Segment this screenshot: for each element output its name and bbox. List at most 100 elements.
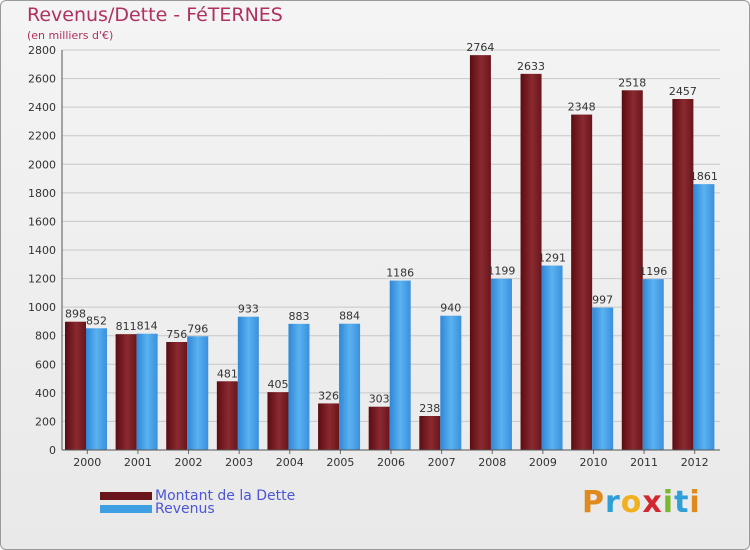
bar-revenue: [693, 184, 715, 450]
y-tick-label: 1400: [28, 244, 56, 257]
bar-debt: [621, 90, 643, 451]
data-label-revenue: 814: [137, 320, 158, 333]
bar-debt: [520, 73, 542, 450]
data-label-revenue: 1861: [690, 170, 718, 183]
y-tick-label: 600: [35, 358, 56, 371]
y-tick-label: 1000: [28, 301, 56, 314]
legend-label-revenue: Revenus: [155, 501, 215, 517]
data-label-debt: 2457: [669, 85, 697, 98]
legend-item-revenue: Revenus: [100, 501, 215, 517]
bar-revenue: [389, 280, 411, 450]
x-tick-label: 2003: [225, 456, 253, 469]
proxiti-logo: Proxiti: [582, 485, 701, 520]
bar-revenue: [237, 316, 259, 450]
bar-debt: [115, 334, 137, 450]
y-tick-label: 0: [49, 444, 56, 457]
data-label-debt: 756: [166, 328, 187, 341]
bar-revenue: [136, 333, 158, 450]
y-tick-label: 1200: [28, 273, 56, 286]
logo-letter: r: [605, 485, 621, 520]
x-tick-label: 2006: [377, 456, 405, 469]
bar-revenue: [592, 307, 614, 450]
bar-revenue: [339, 323, 361, 450]
legend-item-debt: Montant de la Dette: [100, 488, 295, 504]
data-label-debt: 898: [65, 308, 86, 321]
bar-revenue: [187, 336, 209, 450]
bar-layer: [65, 55, 715, 451]
data-label-debt: 405: [267, 378, 288, 391]
x-tick-label: 2011: [630, 456, 658, 469]
logo-letter: t: [674, 485, 690, 520]
y-tick-label: 2400: [28, 101, 56, 114]
data-label-debt: 326: [318, 389, 339, 402]
logo-letter: x: [642, 485, 663, 520]
data-label-debt: 2518: [618, 76, 646, 89]
data-label-revenue: 1199: [487, 265, 515, 278]
data-label-revenue: 1291: [538, 252, 566, 265]
bar-revenue: [490, 278, 512, 450]
x-tick-label: 2004: [276, 456, 304, 469]
bar-debt: [267, 392, 289, 450]
bar-debt: [672, 99, 694, 450]
x-tick-label: 2009: [529, 456, 557, 469]
data-label-debt: 2348: [568, 101, 596, 114]
bar-debt: [368, 406, 390, 450]
data-label-debt: 238: [419, 402, 440, 415]
y-tick-label: 2600: [28, 73, 56, 86]
data-label-debt: 481: [217, 367, 238, 380]
bar-debt: [419, 416, 441, 450]
legend-swatch-revenue: [100, 505, 152, 513]
bar-revenue: [642, 279, 664, 450]
data-label-revenue: 997: [592, 294, 613, 307]
data-label-revenue: 884: [339, 310, 360, 323]
legend-label-debt: Montant de la Dette: [155, 488, 296, 504]
bar-debt: [216, 381, 238, 450]
bar-debt: [318, 403, 340, 450]
x-tick-label: 2005: [326, 456, 354, 469]
y-tick-label: 2000: [28, 158, 56, 171]
chart-title: Revenus/Dette - FéTERNES: [27, 4, 283, 26]
y-tick-label: 2800: [28, 44, 56, 57]
logo-letter: o: [620, 485, 643, 520]
bar-debt: [571, 114, 593, 451]
bar-debt: [469, 55, 491, 451]
legend-swatch-debt: [100, 492, 152, 500]
bar-revenue: [541, 265, 563, 450]
x-tick-label: 2007: [428, 456, 456, 469]
data-label-debt: 303: [369, 393, 390, 406]
x-tick-label: 2002: [175, 456, 203, 469]
data-label-revenue: 796: [187, 322, 208, 335]
x-tick-label: 2000: [73, 456, 101, 469]
bar-revenue: [86, 328, 107, 450]
data-label-debt: 2633: [517, 60, 545, 73]
data-label-revenue: 883: [288, 310, 309, 323]
y-tick-label: 400: [35, 387, 56, 400]
axis-layer: 0 200 400 600 800 1000 1200 1400 1600 1800 2000 220…: [28, 44, 720, 469]
logo-letter: P: [582, 485, 605, 520]
bar-debt: [65, 321, 86, 450]
y-tick-label: 1800: [28, 187, 56, 200]
data-label-revenue: 940: [440, 302, 461, 315]
y-tick-label: 2200: [28, 130, 56, 143]
data-label-revenue: 852: [86, 314, 107, 327]
x-tick-label: 2010: [579, 456, 607, 469]
data-label-revenue: 933: [238, 303, 259, 316]
bar-revenue: [288, 323, 310, 450]
y-tick-label: 1600: [28, 215, 56, 228]
bar-debt: [166, 342, 188, 450]
x-tick-label: 2008: [478, 456, 506, 469]
data-label-debt: 811: [116, 320, 137, 333]
data-label-revenue: 1186: [386, 267, 414, 280]
logo-letter: i: [689, 485, 701, 520]
data-label-debt: 2764: [466, 41, 494, 54]
x-tick-label: 2012: [681, 456, 709, 469]
y-tick-label: 800: [35, 330, 56, 343]
logo-letter: i: [662, 485, 675, 520]
bar-revenue: [440, 315, 462, 450]
chart-subtitle: (en milliers d'€): [27, 29, 114, 42]
x-tick-label: 2001: [124, 456, 152, 469]
data-label-revenue: 1196: [639, 265, 667, 278]
y-tick-label: 200: [35, 415, 56, 428]
